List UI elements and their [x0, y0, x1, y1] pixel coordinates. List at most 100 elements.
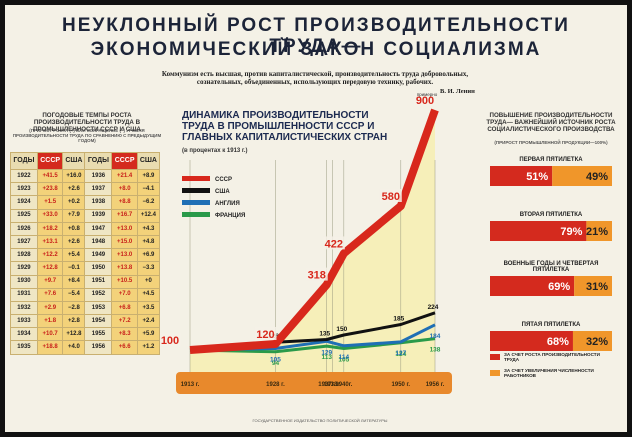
table-cell: +2.6 — [62, 182, 86, 197]
table-cell: +13.1 — [36, 234, 64, 250]
value-label: 113 — [321, 354, 332, 361]
table-cell: −6.2 — [136, 195, 161, 210]
value-label: 580 — [382, 191, 400, 203]
value-label: 69% — [548, 281, 570, 293]
table-cell: +1.2 — [136, 340, 161, 355]
table-wrap: ГОДЫ СССР США ГОДЫ СССР США 1922 +41.5 +16.0 1936… — [10, 152, 161, 355]
table-cell: +12.4 — [136, 208, 161, 223]
table-cell: +18.8 — [36, 340, 64, 355]
table-cell: 1937 — [84, 182, 113, 197]
value-label: 138 — [430, 347, 441, 354]
title: НЕУКЛОННЫЙ РОСТ ПРОИЗВОДИТЕЛЬНОСТИ ТРУДА… — [62, 15, 570, 57]
x-axis-band — [176, 372, 452, 394]
table-row: 1925 +33.0 +7.9 1939 +16.7 +12.4 — [10, 208, 161, 223]
legend-swatch — [490, 370, 500, 376]
value-label: 94 — [272, 360, 280, 367]
table-row: 1930 +9.7 +8.4 1951 +10.5 +0 — [10, 274, 161, 289]
table-cell: 1927 — [10, 234, 38, 250]
table-cell: 1925 — [10, 208, 38, 223]
value-label: 49% — [586, 171, 608, 183]
table-cell: 1954 — [84, 314, 113, 329]
line — [189, 108, 439, 354]
legend-swatch — [182, 188, 210, 193]
bar-segment — [490, 331, 573, 351]
value-label: 79% — [560, 226, 582, 238]
table-cell: 1929 — [10, 261, 38, 276]
table-header: США — [62, 152, 86, 170]
table-cell: 1953 — [84, 300, 113, 316]
bar-segment — [574, 276, 612, 296]
table-cell: +33.0 — [36, 208, 64, 223]
legend-label: СССР — [215, 177, 232, 183]
table-row: ГОДЫ СССР США ГОДЫ СССР США — [10, 152, 161, 170]
table-row: 1928 +12.2 +5.4 1949 +13.0 +6.9 — [10, 248, 161, 263]
table-cell: +6.8 — [111, 300, 138, 316]
table-cell: +18.2 — [36, 221, 64, 236]
table-cell: +0.2 — [62, 195, 86, 210]
legend-label: АНГЛИЯ — [215, 201, 240, 207]
legend-swatch — [182, 200, 210, 205]
table-cell: 1947 — [84, 221, 113, 236]
table-cell: +8.3 — [111, 327, 138, 342]
table-cell: 1934 — [10, 327, 38, 342]
x-tick-label: 1928 г. — [266, 382, 285, 388]
title: ЭКОНОМИЧЕСКИЙ ЗАКОН СОЦИАЛИЗМА — [90, 39, 542, 60]
bar-segment — [552, 166, 612, 186]
value-label: 127 — [395, 350, 406, 357]
table-row: 1929 +12.8 −0.1 1950 +13.8 −3.3 — [10, 261, 161, 276]
value-label: 114 — [339, 354, 350, 361]
table-cell: +16.0 — [62, 168, 86, 184]
table-cell: +4.0 — [62, 340, 86, 355]
category-label: ПЕРВАЯ ПЯТИЛЕТКА — [519, 157, 583, 163]
value-label: 129 — [321, 349, 332, 356]
table-cell: +2.9 — [36, 300, 64, 316]
table: ГОДЫ СССР США ГОДЫ СССР США 1922 +41.5 +16.0 1936… — [10, 152, 161, 355]
table-subtitle: (ПРИРОСТ РОСТА (+) ИЛИ СОКРАЩЕНИЕ (−) УР… — [12, 128, 162, 143]
table-cell: 1950 — [84, 261, 113, 276]
value-label: 31% — [586, 281, 608, 293]
category-label: ПЯТАЯ ПЯТИЛЕТКА — [521, 322, 581, 328]
value-label: 900 — [416, 95, 434, 107]
legend-label: ФРАНЦИЯ — [215, 213, 245, 219]
annotation: примерно — [417, 92, 438, 97]
table-cell: +0 — [136, 274, 161, 289]
table-cell: 1923 — [10, 182, 38, 197]
legend-label: ЗА СЧЕТ РОСТА ПРОИЗВОДИТЕЛЬНОСТИ ТРУДА — [504, 352, 600, 362]
bar-segment — [572, 331, 612, 351]
table-cell: −5.4 — [62, 287, 86, 302]
table-cell: +4.8 — [136, 234, 161, 250]
table-cell: +1.8 — [36, 314, 64, 329]
chart-title: ДИНАМИКА ПРОИЗВОДИТЕЛЬНОСТИ ТРУДА В ПРОМ… — [182, 110, 388, 143]
value-label: 422 — [325, 238, 343, 250]
table-cell: +6.9 — [136, 248, 161, 263]
chart-title: ПОВЫШЕНИЕ ПРОИЗВОДИТЕЛЬНОСТИ ТРУДА— ВАЖН… — [486, 112, 616, 133]
table-cell: +4.3 — [136, 221, 161, 236]
table-cell: −0.1 — [62, 261, 86, 276]
value-label-bg — [379, 189, 402, 202]
quote-author: В. И. Ленин — [440, 88, 475, 95]
table-cell: 1928 — [10, 248, 38, 263]
value-label: 105 — [270, 357, 281, 364]
table-header: СССР — [111, 152, 138, 170]
table-cell: 1930 — [10, 274, 38, 289]
table-cell: +13.8 — [111, 261, 138, 276]
table-cell: +41.5 — [36, 168, 64, 184]
table-cell: +9.7 — [36, 274, 64, 289]
table-cell: +23.8 — [36, 182, 64, 197]
chart-subtitle: (в процентах к 1913 г.) — [182, 148, 248, 154]
x-tick-label: 1956 г. — [426, 382, 445, 388]
value-label-bg — [254, 327, 277, 340]
table-cell: 1949 — [84, 248, 113, 263]
table-cell: +2.8 — [62, 314, 86, 329]
category-label: ВТОРАЯ ПЯТИЛЕТКА — [519, 212, 583, 218]
table-cell: 1948 — [84, 234, 113, 250]
table-row: 1926 +18.2 +0.8 1947 +13.0 +4.3 — [10, 221, 161, 236]
table-cell: +21.4 — [111, 168, 138, 184]
value-label: 124 — [395, 351, 406, 358]
table-cell: +2.4 — [136, 314, 161, 329]
legend-swatch — [490, 354, 500, 360]
table-row: 1922 +41.5 +16.0 1936 +21.4 +8.9 — [10, 168, 161, 184]
table-cell: 1926 — [10, 221, 38, 236]
